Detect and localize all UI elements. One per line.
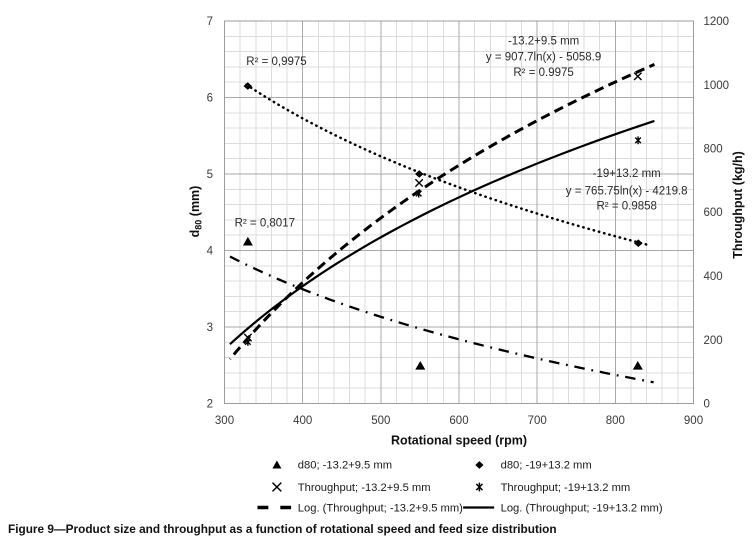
- svg-text:-19+13.2 mm: -19+13.2 mm: [593, 168, 661, 180]
- svg-text:500: 500: [371, 415, 390, 427]
- svg-text:400: 400: [704, 271, 723, 283]
- svg-text:R² = 0,9975: R² = 0,9975: [246, 56, 306, 68]
- svg-text:Log. (Throughput; -19+13.2 mm): Log. (Throughput; -19+13.2 mm): [501, 503, 663, 515]
- svg-text:-13.2+9.5 mm: -13.2+9.5 mm: [508, 36, 579, 48]
- svg-text:1200: 1200: [704, 16, 730, 28]
- svg-text:Throughput; -19+13.2 mm: Throughput; -19+13.2 mm: [501, 482, 631, 494]
- svg-text:Throughput (kg/h): Throughput (kg/h): [731, 151, 745, 259]
- svg-text:R² = 0.9858: R² = 0.9858: [596, 201, 656, 213]
- svg-text:2: 2: [207, 399, 213, 411]
- svg-text:7: 7: [207, 16, 213, 28]
- svg-text:600: 600: [704, 207, 723, 219]
- svg-text:0: 0: [704, 399, 710, 411]
- svg-text:700: 700: [528, 415, 547, 427]
- svg-text:1000: 1000: [704, 80, 730, 92]
- svg-text:y = 907.7ln(x) - 5058.9: y = 907.7ln(x) - 5058.9: [486, 51, 601, 63]
- svg-text:Figure 9—Product size and thro: Figure 9—Product size and throughput as …: [8, 522, 557, 536]
- svg-text:R² = 0,8017: R² = 0,8017: [235, 218, 295, 230]
- svg-text:900: 900: [684, 415, 703, 427]
- svg-text:600: 600: [449, 415, 468, 427]
- svg-text:4: 4: [207, 246, 214, 258]
- svg-text:y = 765.75ln(x) - 4219.8: y = 765.75ln(x) - 4219.8: [566, 186, 688, 198]
- svg-text:Log. (Throughput; -13.2+9.5 mm: Log. (Throughput; -13.2+9.5 mm): [298, 503, 463, 515]
- svg-text:R² = 0.9975: R² = 0.9975: [513, 67, 573, 79]
- svg-text:5: 5: [207, 169, 213, 181]
- svg-text:200: 200: [704, 335, 723, 347]
- svg-text:d80; -19+13.2 mm: d80; -19+13.2 mm: [501, 460, 592, 472]
- svg-text:d80; -13.2+9.5 mm: d80; -13.2+9.5 mm: [298, 460, 392, 472]
- svg-text:300: 300: [215, 415, 234, 427]
- svg-text:Throughput; -13.2+9.5 mm: Throughput; -13.2+9.5 mm: [298, 482, 431, 494]
- svg-text:3: 3: [207, 322, 213, 334]
- svg-text:800: 800: [704, 144, 723, 156]
- svg-text:6: 6: [207, 93, 213, 105]
- svg-text:800: 800: [606, 415, 625, 427]
- svg-text:400: 400: [293, 415, 312, 427]
- svg-text:Rotational speed (rpm): Rotational speed (rpm): [391, 434, 527, 448]
